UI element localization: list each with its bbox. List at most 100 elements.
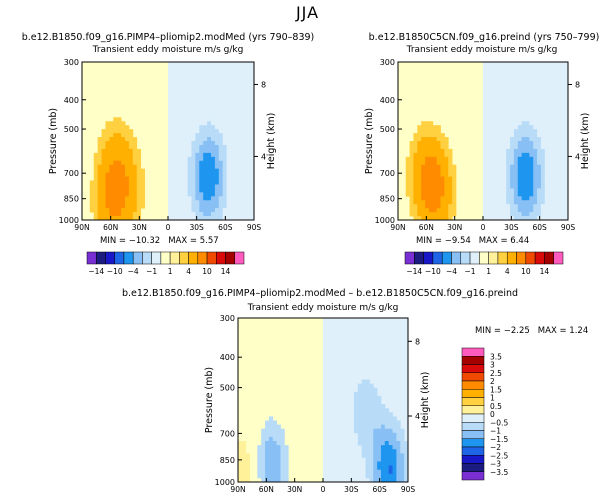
field-cell [101,148,106,154]
field-cell [409,196,414,201]
field-cell [128,144,134,150]
field-cell [218,160,224,166]
field-cell [533,144,538,150]
field-cell [533,125,538,130]
field-cell [506,141,511,146]
field-cell [377,453,382,458]
x-tick-label: 30S [504,223,519,232]
min-value: −2.25 [504,326,530,336]
field-cell [265,473,270,479]
colorbar-box [461,438,485,448]
field-cell [207,148,212,154]
field-cell [132,152,138,158]
field-cell [373,408,378,413]
field-cell [369,445,374,450]
field-cell [544,144,550,150]
field-cell [361,391,366,397]
field-cell [440,156,445,162]
field-cell [187,160,192,166]
field-cell [93,152,99,158]
field-cell [211,184,216,189]
colorbar-label: 10 [521,267,531,276]
field-cell [211,125,216,130]
field-cell [513,160,519,166]
field-cell [195,144,200,150]
field-cell [353,408,359,413]
field-cell [384,457,390,462]
field-cell [117,172,122,177]
field-cell [125,144,130,150]
field-cell [444,156,449,162]
field-cell [365,453,370,458]
field-cell [521,184,526,189]
field-cell [428,208,434,213]
field-cell [218,133,224,138]
field-cell [211,160,216,166]
panel-subtitle: Transient eddy moisture m/s g/kg [247,303,399,313]
field-cell [369,477,374,483]
field-cell [199,125,204,130]
field-cell [396,477,401,483]
field-cell [211,168,216,173]
field-cell [421,133,426,138]
field-cell [105,208,110,213]
field-cell [257,465,262,471]
y2-tick-label: 4 [415,412,420,421]
field-cell [109,152,114,158]
field-cell [109,188,114,193]
min-label: MIN = [416,236,445,246]
field-cell [226,204,231,209]
field-cell [183,148,188,154]
field-cell [413,141,418,146]
field-cell [409,192,414,197]
field-cell [369,441,374,446]
field-cell [517,164,523,170]
field-cell [195,141,200,146]
field-cell [506,184,511,189]
field-cell [529,176,534,181]
field-cell [199,200,204,205]
field-cell [97,196,102,201]
field-cell [109,216,114,221]
field-cell [421,137,426,142]
field-cell [211,156,216,162]
max-value: 5.57 [200,236,219,246]
field-cell [211,180,216,185]
field-cell [203,125,208,130]
field-cell [195,172,200,177]
field-cell [517,129,523,134]
field-cell [544,200,550,205]
field-cell [226,141,231,146]
field-cell [400,441,405,446]
field-cell [425,184,430,189]
field-cell [101,133,106,138]
field-cell [525,208,530,213]
field-cell [533,172,538,177]
field-cell [392,461,397,466]
field-cell [191,216,196,221]
x-tick-label: 90N [390,223,405,232]
field-cell [261,477,266,483]
field-cell [136,160,142,166]
field-cell [517,216,523,221]
field-cell [377,441,382,446]
field-cell [89,180,95,185]
field-cell [361,424,366,430]
field-cell [400,465,405,471]
field-cell [396,469,401,475]
field-cell [265,477,270,483]
field-cell [540,216,546,221]
field-cell [203,216,208,221]
field-cell [417,200,422,205]
field-cell [207,129,212,134]
field-cell [400,436,405,442]
field-cell [214,148,220,154]
colorbar: 3.532.521.510.50−0.5−1−1.5−2−2.5−3−3.5 [461,347,508,481]
field-cell [510,204,515,209]
field-cell [195,180,200,185]
field-cell [417,129,422,134]
field-cell [421,216,426,221]
field-cell [117,180,122,185]
field-cell [436,208,441,213]
field-cell [392,465,397,471]
